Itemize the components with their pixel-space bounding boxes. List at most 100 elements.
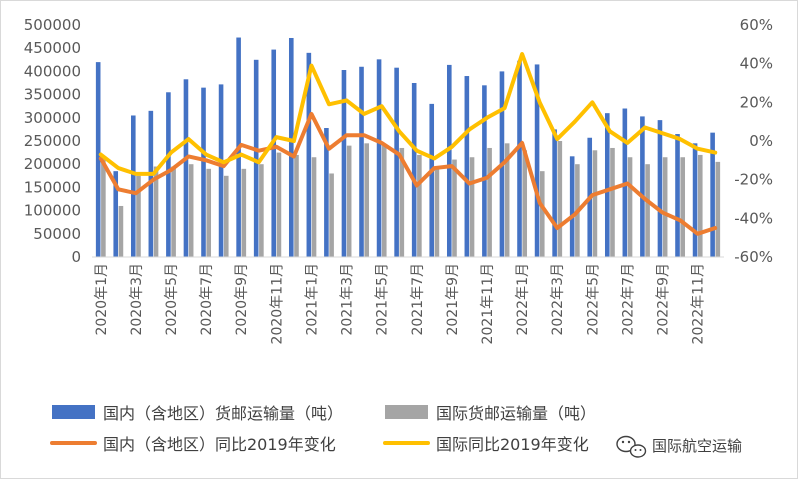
x-tick-label: 2021年9月 [445,263,461,336]
bar-international-2 [136,175,141,257]
bar-international-5 [188,164,194,257]
y-right-tick-label: -20% [734,171,773,189]
bar-domestic-35 [710,132,715,257]
bar-international-12 [311,157,317,257]
bar-domestic-7 [218,84,224,257]
bar-domestic-26 [552,129,557,257]
y-right-tick-label: -40% [734,209,773,227]
x-tick-label: 2022年3月 [550,263,566,336]
bar-domestic-12 [306,52,312,258]
bar-international-15 [364,143,370,257]
bar-domestic-20 [446,64,452,258]
bar-international-24 [522,150,528,257]
bar-domestic-15 [359,66,364,257]
bar-international-18 [417,154,422,257]
y-left-tick-label: 150000 [24,178,81,196]
x-tick-label: 2021年7月 [410,263,426,336]
bar-international-30 [627,157,633,257]
bar-international-10 [276,152,282,257]
x-tick-label: 2021年5月 [375,263,391,336]
x-tick-label: 2021年11月 [480,263,496,344]
bar-domestic-5 [183,79,189,257]
bar-international-23 [504,143,510,257]
bar-international-8 [241,168,247,257]
line-domestic-yoy [98,111,718,236]
bar-international-11 [294,154,299,257]
legend-label: 国际货邮运输量（吨） [436,404,596,423]
watermark-text: 国际航空运输 [652,437,742,455]
bar-international-19 [434,168,440,257]
x-tick-label: 2020年9月 [234,263,250,336]
bar-domestic-29 [604,113,610,257]
bar-international-26 [557,141,563,257]
bar-international-20 [452,159,457,257]
x-tick-label: 2020年1月 [94,263,110,336]
y-left-tick-label: 300000 [24,109,81,127]
bar-international-33 [680,157,686,257]
bar-international-29 [610,147,615,257]
y-right-tick-label: 40% [740,55,773,73]
bar-international-25 [539,171,545,257]
bar-international-21 [469,157,475,257]
x-tick-label: 2022年1月 [515,263,531,336]
x-tick-label: 2020年7月 [199,263,215,336]
bar-domestic-9 [253,59,259,257]
x-tick-label: 2021年3月 [340,263,356,336]
bar-international-31 [645,164,650,257]
y-left-tick-label: 250000 [24,132,81,150]
x-tick-label: 2020年5月 [164,263,180,336]
bar-international-35 [715,161,721,257]
y-left-tick-label: 0 [71,248,81,266]
bar-international-7 [223,175,229,257]
y-left-tick-label: 450000 [24,39,81,57]
bar-domestic-22 [482,85,487,257]
bar-domestic-21 [464,76,470,257]
bar-international-14 [346,145,352,257]
bar-domestic-6 [201,87,206,257]
bar-domestic-0 [95,62,101,258]
bar-international-22 [487,147,492,257]
legend-label: 国内（含地区）货邮运输量（吨） [103,404,343,423]
bar-international-6 [206,168,212,257]
y-left-tick-label: 400000 [24,62,81,80]
bar-domestic-16 [376,59,382,258]
wechat-icon [616,435,647,458]
x-tick-label: 2022年5月 [585,263,601,336]
bar-domestic-14 [341,70,347,257]
bar-international-0 [101,159,106,257]
bar-domestic-10 [271,49,277,258]
bar-domestic-18 [411,83,417,257]
bar-international-17 [399,147,405,257]
y-left-tick-label: 350000 [24,86,81,104]
bar-domestic-25 [534,64,540,257]
bar-international-34 [697,154,703,257]
bar-international-13 [329,173,334,257]
y-right-tick-label: -60% [734,248,773,266]
bar-domestic-31 [640,116,645,257]
bar-international-1 [118,205,124,257]
y-right-tick-label: 60% [740,16,773,34]
bar-domestic-33 [675,134,680,257]
y-left-tick-label: 200000 [24,155,81,173]
bar-domestic-19 [429,103,435,257]
legend-swatch [385,405,428,419]
bar-international-9 [259,164,264,257]
bar-domestic-1 [113,171,119,257]
bar-domestic-34 [692,143,698,257]
bar-international-4 [171,166,176,257]
legend-swatch [52,405,95,419]
bar-international-3 [153,166,159,257]
x-tick-label: 2022年7月 [620,263,636,336]
x-tick-label: 2020年11月 [269,263,285,344]
line-international-yoy [98,52,718,176]
y-right-tick-label: 20% [740,93,773,111]
watermark: 国际航空运输 [616,435,742,458]
y-right-tick-label: 0% [749,132,773,150]
bar-domestic-32 [657,120,663,258]
bar-domestic-2 [130,115,136,257]
bar-domestic-13 [324,128,329,257]
bar-domestic-24 [517,60,522,258]
bar-international-28 [592,150,598,257]
